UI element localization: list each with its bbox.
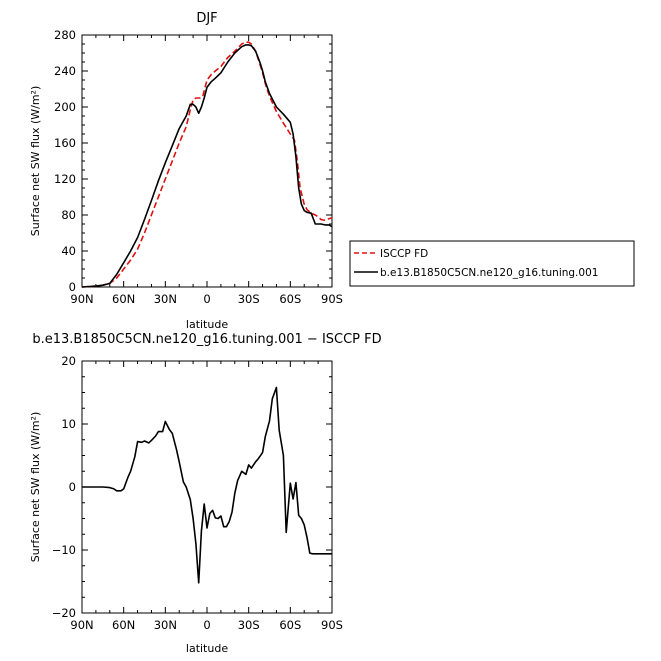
chart-title: DJF xyxy=(196,11,217,26)
y-tick-label: 40 xyxy=(61,244,76,258)
y-tick-label: −20 xyxy=(52,606,76,620)
x-tick-label: 0 xyxy=(203,292,210,306)
x-tick-label: 30S xyxy=(238,618,260,632)
flux-chart-panel: DJF 0 40 80 120 160 200 240 280 90N 60N 30N 0 30S 60… xyxy=(29,11,343,331)
x-tick-label: 0 xyxy=(203,618,210,632)
x-tick-label: 60S xyxy=(279,292,301,306)
y-axis-label: Surface net SW flux (W/m²) xyxy=(29,412,42,563)
x-tick-label: 30S xyxy=(238,292,260,306)
x-tick-label: 90S xyxy=(321,292,343,306)
x-axis: 90N 60N 30N 0 30S 60S 90S xyxy=(70,361,343,632)
x-tick-label: 60N xyxy=(112,618,135,632)
legend-frame xyxy=(349,240,635,287)
series-line-isccp xyxy=(81,41,333,288)
x-tick-label: 90S xyxy=(321,618,343,632)
legend-label-isccp: ISCCP FD xyxy=(380,248,428,260)
series-lines xyxy=(82,386,332,584)
series-line-b.e13.b1850c5cn.ne120_g16.tuning.001 xyxy=(81,44,333,288)
difference-chart-panel: b.e13.B1850C5CN.ne120_g16.tuning.001 − I… xyxy=(29,332,382,655)
y-tick-label: 0 xyxy=(69,280,76,294)
x-tick-label: 30N xyxy=(154,292,177,306)
legend: ISCCP FD b.e13.B1850C5CN.ne120_g16.tunin… xyxy=(349,240,635,287)
y-tick-label: 280 xyxy=(54,28,76,42)
plot-frame xyxy=(81,34,333,288)
y-tick-label: 240 xyxy=(54,64,76,78)
legend-label-model: b.e13.B1850C5CN.ne120_g16.tuning.001 xyxy=(380,267,598,279)
y-tick-label: 10 xyxy=(61,417,76,431)
y-axis-label: Surface net SW flux (W/m²) xyxy=(29,86,42,237)
y-tick-label: 20 xyxy=(61,354,76,368)
y-tick-label: 160 xyxy=(54,136,76,150)
y-tick-label: 80 xyxy=(61,208,76,222)
y-axis: 0 40 80 120 160 200 240 280 xyxy=(54,28,332,294)
x-axis-label: latitude xyxy=(186,318,228,331)
x-axis: 90N 60N 30N 0 30S 60S 90S xyxy=(70,35,343,306)
x-tick-label: 90N xyxy=(70,618,93,632)
y-tick-label: 120 xyxy=(54,172,76,186)
y-axis: −20 −10 0 10 20 xyxy=(52,354,332,620)
y-tick-label: 200 xyxy=(54,100,76,114)
y-tick-label: −10 xyxy=(52,543,76,557)
series-lines xyxy=(81,41,333,288)
y-tick-label: 0 xyxy=(69,480,76,494)
series-line-difference xyxy=(82,386,332,584)
x-tick-label: 60N xyxy=(112,292,135,306)
x-tick-label: 90N xyxy=(70,292,93,306)
x-tick-label: 60S xyxy=(279,618,301,632)
x-axis-label: latitude xyxy=(186,642,228,655)
chart-title: b.e13.B1850C5CN.ne120_g16.tuning.001 − I… xyxy=(32,332,381,347)
x-tick-label: 30N xyxy=(154,618,177,632)
